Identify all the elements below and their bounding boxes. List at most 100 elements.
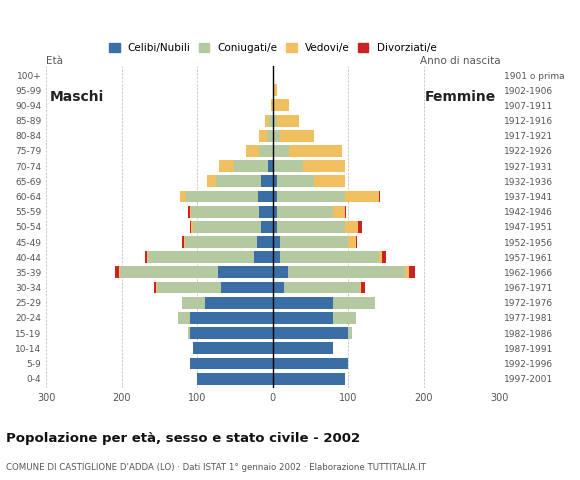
Bar	[190, 358, 273, 370]
Bar	[273, 99, 289, 111]
Bar	[273, 358, 349, 370]
Bar	[273, 282, 365, 293]
Bar	[197, 372, 273, 384]
Bar	[273, 236, 349, 248]
Bar	[179, 312, 273, 324]
Bar	[185, 236, 273, 248]
Bar	[119, 266, 273, 278]
Bar	[273, 115, 299, 127]
Bar	[179, 312, 273, 324]
Bar	[219, 266, 273, 278]
Bar	[188, 327, 273, 339]
Bar	[194, 342, 273, 354]
Bar	[273, 358, 349, 370]
Bar	[273, 266, 415, 278]
Bar	[190, 358, 273, 370]
Bar	[273, 312, 356, 324]
Bar	[273, 342, 333, 354]
Bar	[179, 312, 273, 324]
Bar	[273, 175, 314, 187]
Bar	[273, 221, 358, 233]
Bar	[273, 236, 357, 248]
Bar	[273, 115, 277, 127]
Bar	[180, 191, 273, 203]
Bar	[273, 99, 289, 111]
Bar	[190, 327, 273, 339]
Bar	[273, 372, 345, 384]
Bar	[188, 206, 273, 217]
Bar	[271, 99, 273, 111]
Bar	[207, 175, 273, 187]
Bar	[182, 297, 273, 309]
Bar	[191, 221, 273, 233]
Bar	[120, 266, 273, 278]
Legend: Celibi/Nubili, Coniugati/e, Vedovi/e, Divorziati/e: Celibi/Nubili, Coniugati/e, Vedovi/e, Di…	[105, 39, 441, 57]
Bar	[273, 312, 333, 324]
Bar	[273, 266, 409, 278]
Bar	[273, 282, 360, 293]
Bar	[154, 282, 273, 293]
Bar	[194, 342, 273, 354]
Text: Popolazione per età, sesso e stato civile - 2002: Popolazione per età, sesso e stato civil…	[6, 432, 360, 445]
Text: Anno di nascita: Anno di nascita	[420, 56, 501, 66]
Bar	[115, 266, 273, 278]
Bar	[273, 327, 352, 339]
Bar	[190, 358, 273, 370]
Bar	[145, 252, 273, 263]
Bar	[245, 145, 273, 157]
Bar	[273, 206, 346, 217]
Bar	[273, 191, 345, 203]
Text: Maschi: Maschi	[50, 90, 104, 104]
Bar	[273, 115, 299, 127]
Bar	[273, 160, 303, 172]
Bar	[273, 372, 345, 384]
Bar	[269, 115, 273, 127]
Bar	[273, 206, 333, 217]
Bar	[273, 175, 277, 187]
Bar	[216, 175, 273, 187]
Bar	[273, 297, 333, 309]
Bar	[273, 282, 361, 293]
Bar	[273, 236, 356, 248]
Bar	[273, 252, 379, 263]
Bar	[219, 160, 273, 172]
Bar	[273, 145, 342, 157]
Bar	[273, 266, 288, 278]
Bar	[245, 145, 273, 157]
Bar	[259, 130, 273, 142]
Bar	[269, 160, 273, 172]
Bar	[267, 130, 273, 142]
Bar	[273, 327, 349, 339]
Bar	[254, 252, 273, 263]
Bar	[222, 282, 273, 293]
Bar	[148, 252, 273, 263]
Bar	[219, 160, 273, 172]
Bar	[273, 312, 356, 324]
Bar	[182, 297, 273, 309]
Bar	[155, 282, 273, 293]
Bar	[273, 145, 274, 157]
Bar	[259, 130, 273, 142]
Bar	[262, 175, 273, 187]
Bar	[273, 145, 289, 157]
Text: Femmine: Femmine	[425, 90, 496, 104]
Bar	[273, 160, 345, 172]
Bar	[273, 130, 314, 142]
Bar	[273, 266, 405, 278]
Bar	[182, 297, 273, 309]
Bar	[273, 160, 274, 172]
Bar	[234, 160, 273, 172]
Bar	[273, 191, 277, 203]
Bar	[193, 221, 273, 233]
Bar	[273, 221, 362, 233]
Bar	[188, 327, 273, 339]
Bar	[197, 372, 273, 384]
Bar	[273, 342, 333, 354]
Bar	[273, 221, 277, 233]
Bar	[190, 358, 273, 370]
Bar	[188, 327, 273, 339]
Bar	[273, 206, 345, 217]
Bar	[190, 312, 273, 324]
Bar	[180, 191, 273, 203]
Bar	[147, 252, 273, 263]
